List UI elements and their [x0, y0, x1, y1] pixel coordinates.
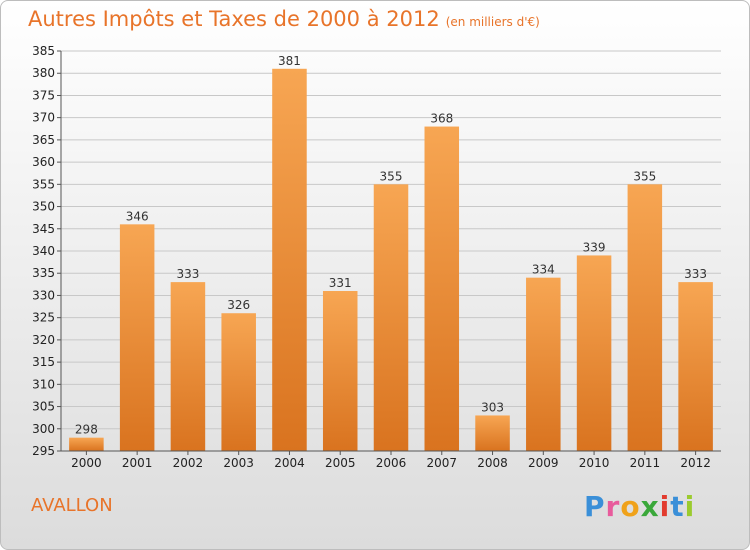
axes: 295 300 305 310 315 320 325 330 335 340 345 350 355 3…	[32, 44, 721, 470]
logo-letter: x	[640, 490, 660, 523]
y-tick-label: 330	[32, 288, 55, 302]
x-tick-label: 2011	[630, 456, 661, 470]
commune-name: AVALLON	[31, 495, 113, 516]
x-tick-label: 2002	[173, 456, 204, 470]
title-text: Autres Impôts et Taxes de 2000 à 2012	[28, 7, 440, 31]
y-tick-label: 320	[32, 333, 55, 347]
data-label-2011: 355	[633, 169, 656, 183]
y-tick-label: 360	[32, 155, 55, 169]
x-tick-label: 2006	[376, 456, 407, 470]
y-tick-label: 350	[32, 200, 55, 214]
x-tick-label: 2007	[426, 456, 457, 470]
bar-2009	[526, 277, 561, 451]
logo-letter: i	[659, 490, 671, 523]
data-label-2001: 346	[126, 209, 149, 223]
y-tick-label: 335	[32, 266, 55, 280]
logo-letter: o	[620, 490, 641, 523]
unit-label: (en milliers d'€)	[445, 15, 540, 29]
bar-2012	[678, 282, 713, 451]
x-tick-label: 2010	[579, 456, 610, 470]
proxiti-logo: Proxiti	[584, 490, 695, 523]
bar-2002	[170, 282, 206, 451]
data-label-2006: 355	[380, 169, 403, 183]
y-tick-label: 315	[32, 355, 55, 369]
data-label-2002: 333	[176, 267, 199, 281]
data-label-2005: 331	[329, 276, 352, 290]
data-label-2003: 326	[227, 298, 250, 312]
data-label-2010: 339	[583, 240, 606, 254]
logo-letter: i	[684, 490, 696, 523]
bar-2007	[424, 126, 460, 452]
bar-2004	[272, 68, 307, 452]
y-tick-label: 345	[32, 222, 55, 236]
x-tick-label: 2005	[325, 456, 356, 470]
chart-title: Autres Impôts et Taxes de 2000 à 2012 (en…	[28, 7, 540, 31]
logo-letter: P	[584, 490, 606, 523]
bar-2008	[475, 415, 510, 451]
x-tick-label: 2012	[680, 456, 711, 470]
bars: 298 346 333 326 381 331 355 368 303 334 339 355 333	[69, 54, 713, 452]
y-tick-label: 385	[32, 44, 55, 58]
x-tick-label: 2003	[223, 456, 254, 470]
data-label-2008: 303	[481, 400, 504, 414]
y-tick-label: 300	[32, 422, 55, 436]
data-label-2007: 368	[430, 112, 453, 126]
bar-2006	[373, 184, 409, 452]
bar-2001	[119, 224, 155, 451]
y-tick-label: 375	[32, 88, 55, 102]
x-tick-label: 2004	[274, 456, 305, 470]
bar-2005	[322, 291, 358, 451]
y-tick-label: 355	[32, 177, 55, 191]
logo-letter: t	[670, 490, 685, 523]
y-tick-label: 295	[32, 444, 55, 458]
bar-2000	[69, 437, 104, 451]
data-label-2009: 334	[532, 263, 555, 277]
data-label-2000: 298	[75, 423, 98, 437]
y-tick-label: 380	[32, 66, 55, 80]
data-label-2012: 333	[684, 267, 707, 281]
data-label-2004: 381	[278, 54, 301, 68]
y-tick-label: 305	[32, 400, 55, 414]
x-tick-label: 2001	[122, 456, 153, 470]
bar-2010	[576, 255, 612, 451]
x-tick-label: 2009	[528, 456, 559, 470]
x-tick-label: 2008	[477, 456, 508, 470]
logo-letter: r	[605, 490, 621, 523]
x-tick-label: 2000	[71, 456, 102, 470]
y-tick-label: 365	[32, 133, 55, 147]
y-tick-label: 310	[32, 377, 55, 391]
y-tick-label: 325	[32, 311, 55, 325]
y-tick-label: 340	[32, 244, 55, 258]
bar-2011	[627, 184, 663, 452]
bar-2003	[221, 313, 256, 451]
y-tick-label: 370	[32, 111, 55, 125]
